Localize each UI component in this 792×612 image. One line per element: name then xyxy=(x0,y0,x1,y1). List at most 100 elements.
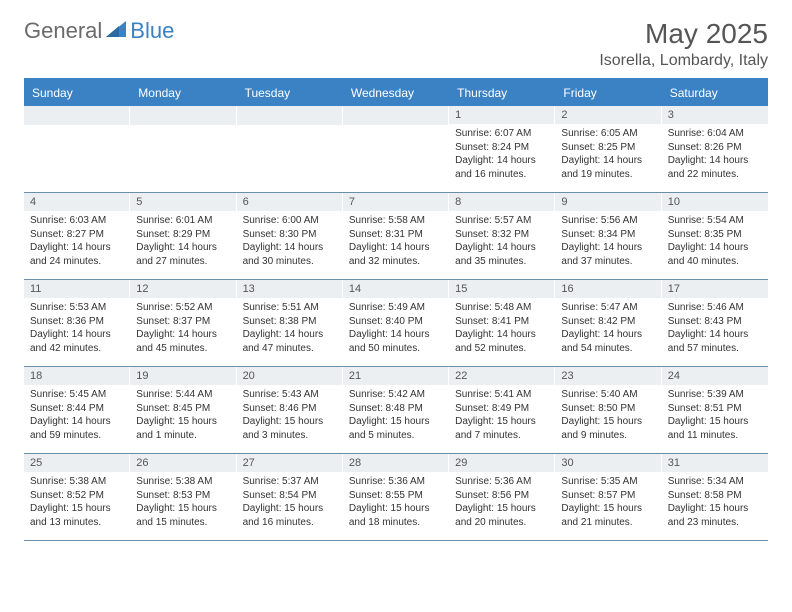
daylight-text: Daylight: 15 hours and 7 minutes. xyxy=(455,415,549,442)
sunset-text: Sunset: 8:40 PM xyxy=(349,315,443,329)
daylight-text: Daylight: 14 hours and 16 minutes. xyxy=(455,154,549,181)
sunset-text: Sunset: 8:54 PM xyxy=(243,489,337,503)
calendar-body: 1Sunrise: 6:07 AMSunset: 8:24 PMDaylight… xyxy=(24,106,768,541)
day-cell: 21Sunrise: 5:42 AMSunset: 8:48 PMDayligh… xyxy=(343,367,449,453)
day-info: Sunrise: 5:43 AMSunset: 8:46 PMDaylight:… xyxy=(237,385,343,446)
day-info: Sunrise: 5:42 AMSunset: 8:48 PMDaylight:… xyxy=(343,385,449,446)
daylight-text: Daylight: 14 hours and 37 minutes. xyxy=(561,241,655,268)
week-row: 1Sunrise: 6:07 AMSunset: 8:24 PMDaylight… xyxy=(24,106,768,193)
month-title: May 2025 xyxy=(599,18,768,50)
triangle-icon xyxy=(106,21,126,42)
day-cell: 23Sunrise: 5:40 AMSunset: 8:50 PMDayligh… xyxy=(555,367,661,453)
day-cell: 3Sunrise: 6:04 AMSunset: 8:26 PMDaylight… xyxy=(662,106,768,192)
day-header-tuesday: Tuesday xyxy=(237,80,343,106)
sunset-text: Sunset: 8:38 PM xyxy=(243,315,337,329)
sunset-text: Sunset: 8:36 PM xyxy=(30,315,124,329)
day-cell: 7Sunrise: 5:58 AMSunset: 8:31 PMDaylight… xyxy=(343,193,449,279)
sunrise-text: Sunrise: 5:43 AM xyxy=(243,388,337,402)
day-number: 5 xyxy=(130,193,236,211)
sunset-text: Sunset: 8:56 PM xyxy=(455,489,549,503)
sunset-text: Sunset: 8:44 PM xyxy=(30,402,124,416)
week-row: 4Sunrise: 6:03 AMSunset: 8:27 PMDaylight… xyxy=(24,193,768,280)
day-number: 3 xyxy=(662,106,768,124)
day-cell xyxy=(130,106,236,192)
sunset-text: Sunset: 8:52 PM xyxy=(30,489,124,503)
sunrise-text: Sunrise: 5:46 AM xyxy=(668,301,762,315)
day-cell: 6Sunrise: 6:00 AMSunset: 8:30 PMDaylight… xyxy=(237,193,343,279)
sunrise-text: Sunrise: 5:58 AM xyxy=(349,214,443,228)
daylight-text: Daylight: 15 hours and 21 minutes. xyxy=(561,502,655,529)
sunrise-text: Sunrise: 5:51 AM xyxy=(243,301,337,315)
sunrise-text: Sunrise: 5:49 AM xyxy=(349,301,443,315)
day-info: Sunrise: 5:39 AMSunset: 8:51 PMDaylight:… xyxy=(662,385,768,446)
day-info: Sunrise: 5:47 AMSunset: 8:42 PMDaylight:… xyxy=(555,298,661,359)
daylight-text: Daylight: 14 hours and 19 minutes. xyxy=(561,154,655,181)
daylight-text: Daylight: 14 hours and 35 minutes. xyxy=(455,241,549,268)
day-info: Sunrise: 5:56 AMSunset: 8:34 PMDaylight:… xyxy=(555,211,661,272)
sunset-text: Sunset: 8:34 PM xyxy=(561,228,655,242)
sunrise-text: Sunrise: 5:42 AM xyxy=(349,388,443,402)
sunset-text: Sunset: 8:53 PM xyxy=(136,489,230,503)
sunset-text: Sunset: 8:46 PM xyxy=(243,402,337,416)
title-block: May 2025 Isorella, Lombardy, Italy xyxy=(599,18,768,70)
logo-text-blue: Blue xyxy=(130,18,174,44)
day-cell: 9Sunrise: 5:56 AMSunset: 8:34 PMDaylight… xyxy=(555,193,661,279)
sunset-text: Sunset: 8:58 PM xyxy=(668,489,762,503)
day-info: Sunrise: 5:53 AMSunset: 8:36 PMDaylight:… xyxy=(24,298,130,359)
day-info: Sunrise: 5:41 AMSunset: 8:49 PMDaylight:… xyxy=(449,385,555,446)
day-header-friday: Friday xyxy=(555,80,661,106)
day-info: Sunrise: 5:40 AMSunset: 8:50 PMDaylight:… xyxy=(555,385,661,446)
daylight-text: Daylight: 14 hours and 52 minutes. xyxy=(455,328,549,355)
day-number: 16 xyxy=(555,280,661,298)
daylight-text: Daylight: 14 hours and 50 minutes. xyxy=(349,328,443,355)
day-cell: 13Sunrise: 5:51 AMSunset: 8:38 PMDayligh… xyxy=(237,280,343,366)
sunrise-text: Sunrise: 6:03 AM xyxy=(30,214,124,228)
sunset-text: Sunset: 8:50 PM xyxy=(561,402,655,416)
daylight-text: Daylight: 15 hours and 1 minute. xyxy=(136,415,230,442)
day-number: 9 xyxy=(555,193,661,211)
day-cell: 8Sunrise: 5:57 AMSunset: 8:32 PMDaylight… xyxy=(449,193,555,279)
sunset-text: Sunset: 8:27 PM xyxy=(30,228,124,242)
day-info: Sunrise: 5:58 AMSunset: 8:31 PMDaylight:… xyxy=(343,211,449,272)
day-cell: 22Sunrise: 5:41 AMSunset: 8:49 PMDayligh… xyxy=(449,367,555,453)
day-header-wednesday: Wednesday xyxy=(343,80,449,106)
sunset-text: Sunset: 8:31 PM xyxy=(349,228,443,242)
day-cell: 12Sunrise: 5:52 AMSunset: 8:37 PMDayligh… xyxy=(130,280,236,366)
day-info: Sunrise: 5:45 AMSunset: 8:44 PMDaylight:… xyxy=(24,385,130,446)
sunrise-text: Sunrise: 5:38 AM xyxy=(30,475,124,489)
sunset-text: Sunset: 8:49 PM xyxy=(455,402,549,416)
day-cell: 25Sunrise: 5:38 AMSunset: 8:52 PMDayligh… xyxy=(24,454,130,540)
day-number: 24 xyxy=(662,367,768,385)
day-cell: 11Sunrise: 5:53 AMSunset: 8:36 PMDayligh… xyxy=(24,280,130,366)
week-row: 25Sunrise: 5:38 AMSunset: 8:52 PMDayligh… xyxy=(24,454,768,541)
day-cell: 10Sunrise: 5:54 AMSunset: 8:35 PMDayligh… xyxy=(662,193,768,279)
sunrise-text: Sunrise: 5:35 AM xyxy=(561,475,655,489)
day-number: 27 xyxy=(237,454,343,472)
day-cell: 26Sunrise: 5:38 AMSunset: 8:53 PMDayligh… xyxy=(130,454,236,540)
day-header-sunday: Sunday xyxy=(24,80,130,106)
day-number: 31 xyxy=(662,454,768,472)
day-number: 30 xyxy=(555,454,661,472)
day-cell: 20Sunrise: 5:43 AMSunset: 8:46 PMDayligh… xyxy=(237,367,343,453)
daylight-text: Daylight: 14 hours and 42 minutes. xyxy=(30,328,124,355)
sunrise-text: Sunrise: 6:00 AM xyxy=(243,214,337,228)
daylight-text: Daylight: 14 hours and 40 minutes. xyxy=(668,241,762,268)
sunrise-text: Sunrise: 5:53 AM xyxy=(30,301,124,315)
daylight-text: Daylight: 15 hours and 9 minutes. xyxy=(561,415,655,442)
day-cell: 18Sunrise: 5:45 AMSunset: 8:44 PMDayligh… xyxy=(24,367,130,453)
sunrise-text: Sunrise: 5:36 AM xyxy=(349,475,443,489)
daylight-text: Daylight: 15 hours and 18 minutes. xyxy=(349,502,443,529)
day-info: Sunrise: 5:38 AMSunset: 8:52 PMDaylight:… xyxy=(24,472,130,533)
day-header-saturday: Saturday xyxy=(662,80,768,106)
day-number: 15 xyxy=(449,280,555,298)
sunrise-text: Sunrise: 5:39 AM xyxy=(668,388,762,402)
day-number: 12 xyxy=(130,280,236,298)
empty-day xyxy=(24,106,130,125)
day-cell: 16Sunrise: 5:47 AMSunset: 8:42 PMDayligh… xyxy=(555,280,661,366)
sunset-text: Sunset: 8:30 PM xyxy=(243,228,337,242)
daylight-text: Daylight: 15 hours and 5 minutes. xyxy=(349,415,443,442)
day-info: Sunrise: 5:57 AMSunset: 8:32 PMDaylight:… xyxy=(449,211,555,272)
day-cell: 4Sunrise: 6:03 AMSunset: 8:27 PMDaylight… xyxy=(24,193,130,279)
day-number: 26 xyxy=(130,454,236,472)
sunset-text: Sunset: 8:45 PM xyxy=(136,402,230,416)
